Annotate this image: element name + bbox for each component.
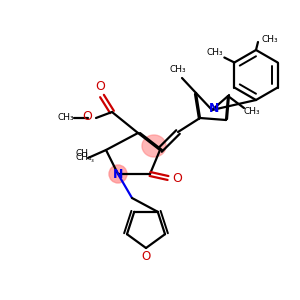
Text: CH₃: CH₃ [76, 152, 92, 161]
Text: O: O [95, 80, 105, 94]
Text: CH₃: CH₃ [58, 112, 74, 122]
Text: O: O [82, 110, 92, 124]
Text: N: N [209, 103, 219, 116]
Text: N: N [113, 167, 123, 181]
Text: CH₃: CH₃ [170, 65, 186, 74]
Text: CH₃: CH₃ [206, 48, 223, 57]
Text: CH₃: CH₃ [262, 35, 278, 44]
Text: ₃: ₃ [91, 157, 93, 163]
Ellipse shape [142, 135, 166, 157]
Text: O: O [172, 172, 182, 184]
Circle shape [109, 165, 127, 183]
Text: CH: CH [76, 149, 88, 158]
Text: O: O [141, 250, 151, 262]
Text: CH₃: CH₃ [244, 107, 260, 116]
